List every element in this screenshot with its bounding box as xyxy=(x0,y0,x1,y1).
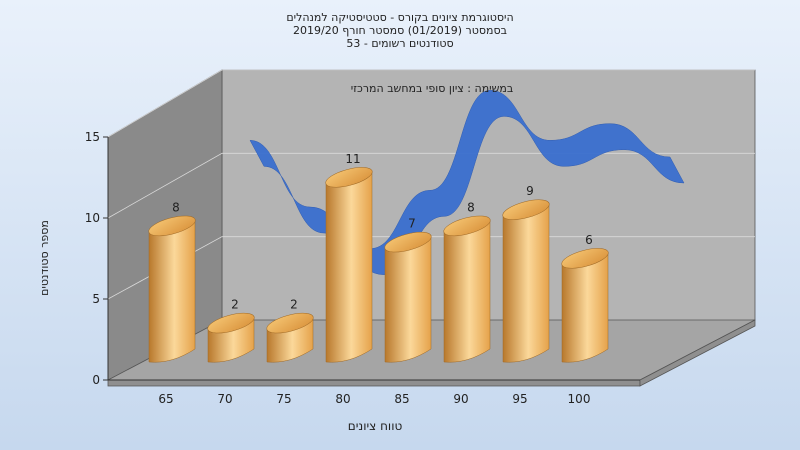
bar-85: 7 xyxy=(384,217,432,363)
bar-value-label: 8 xyxy=(467,200,475,214)
chart-title-line-2: בסמסטר (01/2019) סמסטר חורף 2019/20 xyxy=(293,24,507,37)
x-tick-label: 100 xyxy=(568,392,591,406)
x-tick-label: 75 xyxy=(276,392,291,406)
bar-cap xyxy=(325,167,373,188)
bar-value-label: 9 xyxy=(526,184,534,198)
bar-body xyxy=(384,235,432,363)
chart-annotation: במשימה : ציון סופי במחשב המרכזי xyxy=(351,82,514,95)
bar-75: 2 xyxy=(266,298,314,363)
bar-cap xyxy=(207,312,255,334)
bar-value-label: 6 xyxy=(585,233,593,247)
bar-90: 8 xyxy=(443,200,491,363)
bar-100: 6 xyxy=(561,233,609,363)
chart-title-line-1: היסטוגרמת ציונים בקורס - סטטיסטיקה למנהל… xyxy=(286,11,514,24)
bar-body xyxy=(148,219,196,363)
x-tick-label: 85 xyxy=(394,392,409,406)
bar-value-label: 11 xyxy=(345,152,360,166)
y-tick-label: 15 xyxy=(85,130,100,144)
x-tick-label: 80 xyxy=(335,392,350,406)
bar-80: 11 xyxy=(325,152,373,363)
bar-70: 2 xyxy=(207,298,255,363)
grid-line xyxy=(107,236,755,300)
chart-title-line-3: סטודנטים רשומים - 53 xyxy=(346,37,454,50)
bar-value-label: 2 xyxy=(290,298,298,312)
bar-65: 8 xyxy=(148,200,196,363)
y-axis-label: מספר סטודנטים xyxy=(38,220,51,296)
bar-cap xyxy=(502,199,550,220)
bar-value-label: 2 xyxy=(231,298,239,312)
bar-body xyxy=(443,219,491,363)
bar-cap xyxy=(384,231,432,253)
right-front-edge xyxy=(639,319,756,387)
grid-line xyxy=(107,69,755,138)
bar-body xyxy=(561,251,609,363)
bar-cap xyxy=(266,312,314,334)
bar-cap xyxy=(443,215,491,237)
bar-cap xyxy=(148,215,196,237)
y-tick-label: 5 xyxy=(92,292,100,306)
floor-front-edge xyxy=(107,379,641,387)
x-axis-label: טווח ציונים xyxy=(348,419,403,433)
bar-body xyxy=(502,202,550,363)
y-tick-label: 10 xyxy=(85,211,100,225)
y-tick-label: 0 xyxy=(92,373,100,387)
bar-95: 9 xyxy=(502,184,550,363)
bar-value-label: 8 xyxy=(172,200,180,214)
x-tick-label: 65 xyxy=(158,392,173,406)
bar-value-label: 7 xyxy=(408,217,416,231)
x-tick-label: 95 xyxy=(512,392,527,406)
x-tick-label: 70 xyxy=(217,392,232,406)
bar-body xyxy=(325,170,373,363)
x-tick-label: 90 xyxy=(453,392,468,406)
bar-cap xyxy=(561,248,609,269)
